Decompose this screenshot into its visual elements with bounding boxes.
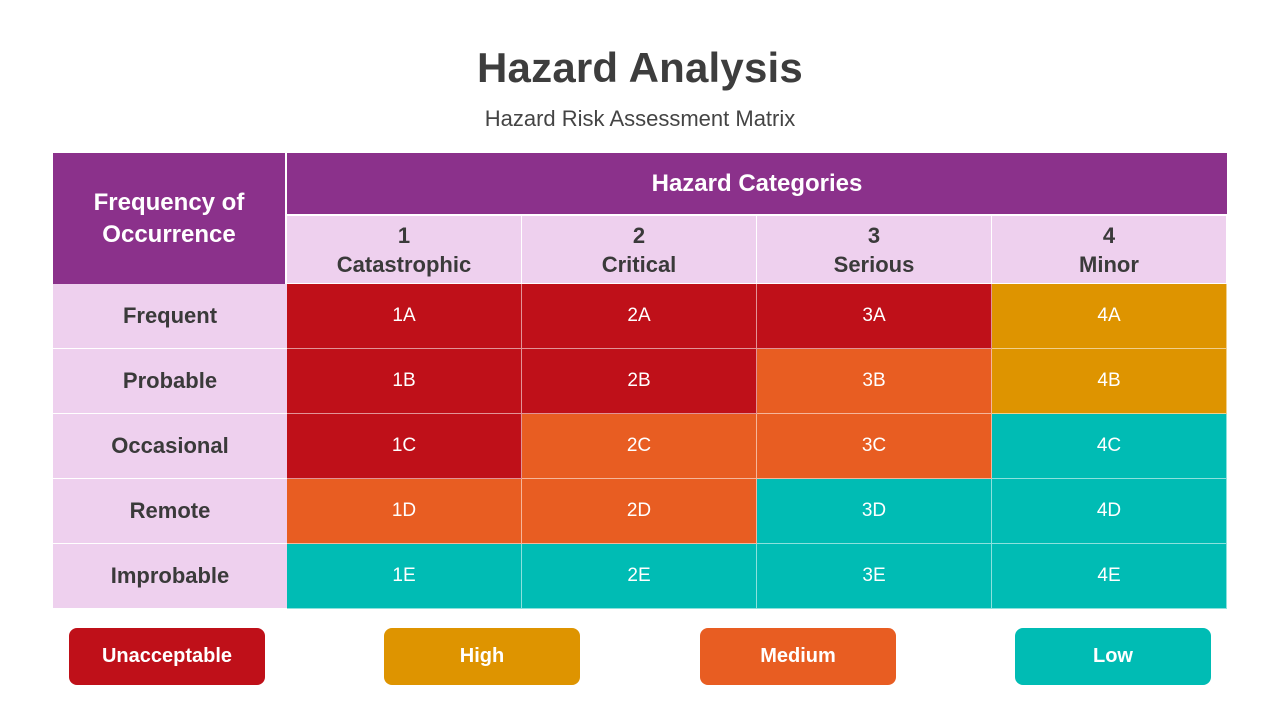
column-name: Critical [601,251,677,277]
risk-cell-2a: 2A [522,284,757,349]
risk-cell-4d: 4D [992,479,1227,544]
hazard-categories-header: Hazard Categories [287,153,1227,214]
risk-cell-2b: 2B [522,349,757,414]
risk-cell-1a: 1A [287,284,522,349]
legend-low: Low [1015,628,1211,685]
column-number: 4 [1102,222,1116,248]
legend-high: High [384,628,580,685]
column-header-minor: 4 Minor [992,216,1227,283]
column-name: Serious [833,251,915,277]
risk-cell-2d: 2D [522,479,757,544]
risk-cell-2c: 2C [522,414,757,479]
risk-cell-1b: 1B [287,349,522,414]
risk-cell-1c: 1C [287,414,522,479]
risk-cell-4a: 4A [992,284,1227,349]
risk-cell-2e: 2E [522,544,757,609]
page-subtitle: Hazard Risk Assessment Matrix [484,106,796,131]
row-header-occasional: Occasional [53,414,287,479]
column-name: Minor [1079,251,1139,277]
row-header-probable: Probable [53,349,287,414]
risk-cell-4c: 4C [992,414,1227,479]
page-title: Hazard Analysis [477,44,803,91]
risk-cell-3e: 3E [757,544,992,609]
risk-cell-1d: 1D [287,479,522,544]
column-header-serious: 3 Serious [757,216,992,283]
legend-medium: Medium [700,628,896,685]
column-number: 2 [632,222,646,248]
column-header-critical: 2 Critical [522,216,757,283]
frequency-header: Frequency of Occurrence [53,153,285,284]
hazard-matrix: Frequency of Occurrence Hazard Categorie… [53,153,1227,609]
row-header-remote: Remote [53,479,287,544]
risk-cell-1e: 1E [287,544,522,609]
row-header-improbable: Improbable [53,544,287,609]
risk-cell-4b: 4B [992,349,1227,414]
row-header-frequent: Frequent [53,284,287,349]
risk-cell-4e: 4E [992,544,1227,609]
legend-unacceptable: Unacceptable [69,628,265,685]
column-header-catastrophic: 1 Catastrophic [287,216,522,283]
risk-cell-3d: 3D [757,479,992,544]
column-number: 3 [867,222,881,248]
column-number: 1 [397,222,411,248]
risk-cell-3c: 3C [757,414,992,479]
risk-cell-3b: 3B [757,349,992,414]
risk-cell-3a: 3A [757,284,992,349]
column-name: Catastrophic [336,251,472,277]
